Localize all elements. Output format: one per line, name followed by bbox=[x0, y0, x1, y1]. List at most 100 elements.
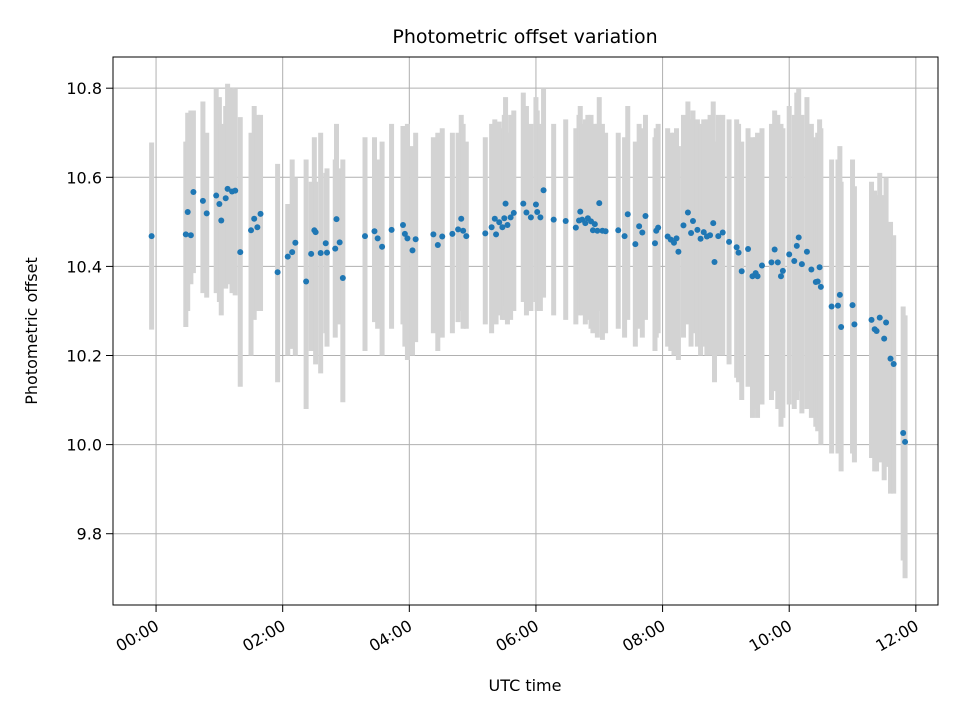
data-point bbox=[873, 328, 880, 334]
data-point bbox=[697, 235, 704, 242]
data-point bbox=[808, 266, 815, 273]
data-point bbox=[458, 215, 465, 222]
data-point bbox=[735, 249, 742, 256]
data-point bbox=[883, 319, 890, 326]
data-point bbox=[312, 229, 319, 236]
data-point bbox=[254, 224, 261, 231]
data-point bbox=[793, 242, 800, 249]
data-point bbox=[182, 231, 189, 238]
data-point bbox=[890, 360, 897, 367]
data-point bbox=[887, 355, 894, 362]
data-point bbox=[232, 187, 239, 194]
data-point bbox=[289, 249, 296, 256]
data-point bbox=[838, 323, 845, 330]
data-point bbox=[336, 239, 343, 246]
data-point bbox=[768, 259, 775, 266]
y-axis-ticks: 9.8 10.0 10.2 10.4 10.6 10.8 bbox=[66, 79, 113, 544]
data-point bbox=[148, 233, 155, 240]
data-point bbox=[795, 234, 802, 241]
data-point bbox=[642, 213, 649, 220]
data-point bbox=[834, 302, 841, 309]
data-point bbox=[828, 303, 835, 310]
data-point bbox=[501, 215, 508, 222]
data-point bbox=[624, 211, 631, 218]
data-point bbox=[218, 217, 225, 224]
data-point bbox=[303, 278, 310, 285]
data-point bbox=[670, 239, 677, 246]
data-point bbox=[409, 247, 416, 254]
data-point bbox=[651, 240, 658, 247]
data-point bbox=[317, 250, 324, 257]
data-point bbox=[203, 210, 210, 217]
data-point bbox=[540, 187, 547, 194]
data-point bbox=[726, 238, 733, 245]
chart-title: Photometric offset variation bbox=[392, 26, 657, 48]
data-point bbox=[308, 250, 315, 257]
data-point bbox=[488, 224, 495, 231]
data-point bbox=[449, 230, 456, 237]
data-point bbox=[572, 224, 579, 231]
data-point bbox=[688, 229, 695, 236]
data-point bbox=[463, 233, 470, 240]
data-point bbox=[361, 233, 368, 240]
data-point bbox=[274, 269, 281, 276]
data-point bbox=[876, 314, 883, 321]
plot-frame bbox=[112, 56, 939, 606]
data-point bbox=[562, 217, 569, 224]
data-point bbox=[404, 235, 411, 242]
data-point bbox=[719, 229, 726, 236]
data-point bbox=[694, 226, 701, 233]
x-axis-label: UTC time bbox=[489, 676, 562, 695]
data-point bbox=[798, 261, 805, 268]
data-point bbox=[532, 201, 539, 208]
data-point bbox=[237, 249, 244, 256]
data-point bbox=[754, 273, 761, 280]
data-point bbox=[284, 253, 291, 260]
data-point bbox=[399, 221, 406, 228]
data-point bbox=[550, 216, 557, 223]
data-point bbox=[632, 241, 639, 248]
data-point bbox=[333, 216, 340, 223]
data-point bbox=[594, 227, 601, 234]
data-point bbox=[251, 215, 258, 222]
data-point bbox=[700, 229, 707, 236]
data-point bbox=[184, 209, 191, 216]
data-point bbox=[786, 251, 793, 258]
data-point bbox=[615, 227, 622, 234]
data-point bbox=[673, 235, 680, 242]
data-point bbox=[510, 209, 517, 216]
data-point bbox=[292, 239, 299, 246]
data-point bbox=[371, 228, 378, 235]
data-point bbox=[710, 220, 717, 227]
data-point bbox=[745, 246, 752, 253]
data-point bbox=[577, 208, 584, 215]
y-tick-label: 10.4 bbox=[66, 257, 102, 276]
data-point bbox=[655, 224, 662, 231]
data-point bbox=[534, 209, 541, 216]
y-tick-label: 9.8 bbox=[77, 525, 102, 544]
data-point bbox=[520, 200, 527, 207]
data-point bbox=[589, 227, 596, 234]
y-tick-label: 10.0 bbox=[66, 436, 102, 455]
data-point bbox=[868, 316, 875, 323]
data-point bbox=[502, 200, 509, 207]
data-point bbox=[439, 233, 446, 240]
data-point bbox=[596, 200, 603, 207]
data-point bbox=[213, 192, 220, 199]
data-point bbox=[491, 215, 498, 222]
data-point bbox=[582, 220, 589, 227]
data-point bbox=[434, 242, 441, 249]
data-point bbox=[224, 185, 231, 192]
y-axis-label: Photometric offset bbox=[22, 257, 41, 405]
data-point bbox=[738, 268, 745, 275]
data-points bbox=[148, 185, 909, 445]
data-point bbox=[774, 259, 781, 266]
data-point bbox=[779, 267, 786, 274]
data-point bbox=[460, 227, 467, 234]
data-point bbox=[849, 302, 856, 309]
data-point bbox=[324, 249, 331, 256]
data-point bbox=[758, 262, 765, 269]
y-tick-label: 10.8 bbox=[66, 79, 102, 98]
data-point bbox=[675, 248, 682, 255]
